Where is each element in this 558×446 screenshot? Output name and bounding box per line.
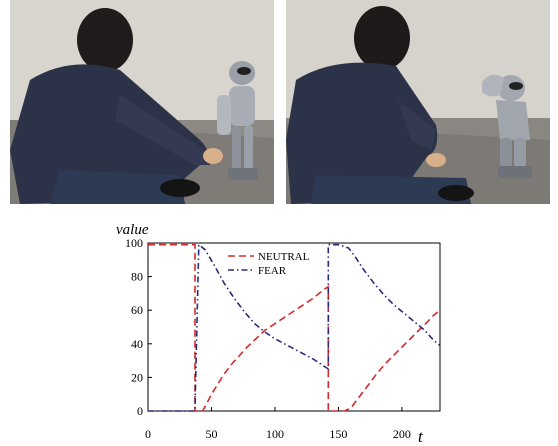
- legend-label: FEAR: [258, 265, 287, 277]
- x-tick-label: 50: [205, 427, 217, 441]
- series-lines: [148, 243, 441, 412]
- y-axis-label: value: [116, 222, 149, 238]
- photo-robot-fear-pose: [286, 0, 550, 204]
- legend: NEUTRAL FEAR: [228, 251, 310, 277]
- series-line-fear: [148, 243, 441, 412]
- x-tick-label: 0: [145, 427, 151, 441]
- y-tick-label: 40: [131, 337, 143, 351]
- y-tick-label: 0: [137, 404, 143, 418]
- photo-robot-fear-pose-illustration: [286, 0, 550, 204]
- emotion-value-chart: value t 0 20 40 60 80 100 0 50 100 150 200 NEUTRAL…: [100, 212, 460, 446]
- y-tick-label: 80: [131, 270, 143, 284]
- x-tick-label: 100: [266, 427, 284, 441]
- axis-ticks: 0 20 40 60 80 100 0 50 100 150 200: [125, 236, 411, 441]
- photo-human-robot-touch: [10, 0, 274, 204]
- series-line-neutral: [148, 243, 441, 412]
- plot-frame: [147, 242, 441, 412]
- x-axis-label: t: [418, 427, 424, 446]
- photo-human-robot-touch-illustration: [10, 0, 274, 204]
- y-tick-label: 20: [131, 370, 143, 384]
- x-tick-label: 150: [329, 427, 347, 441]
- y-tick-label: 100: [125, 236, 143, 250]
- chart-svg: value t 0 20 40 60 80 100 0 50 100 150 200 NEUTRAL…: [116, 222, 441, 446]
- legend-label: NEUTRAL: [258, 251, 310, 263]
- y-tick-label: 60: [131, 303, 143, 317]
- x-tick-label: 200: [393, 427, 411, 441]
